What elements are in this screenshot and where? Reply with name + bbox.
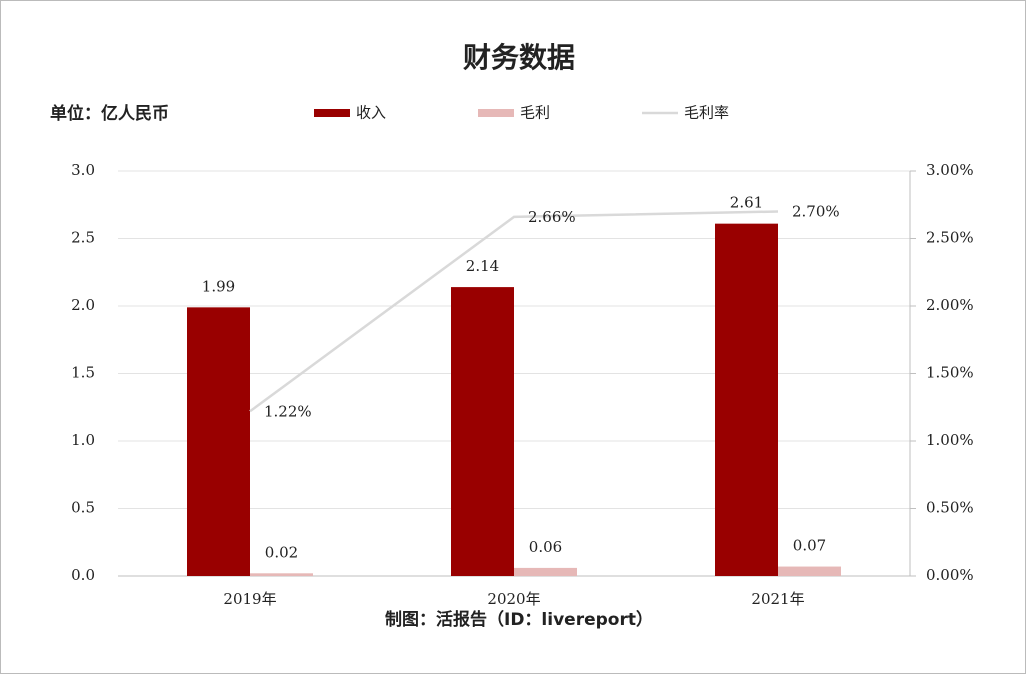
y2-tick-label: 1.00% [926,431,974,449]
x-tick-label: 2021年 [751,590,804,608]
value-label: 2.66% [528,208,576,226]
source-note: 制图：活报告（ID：livereport） [385,609,653,630]
value-label: 2.70% [792,203,840,221]
y2-tick-label: 3.00% [926,161,974,179]
x-tick-label: 2019年 [223,590,276,608]
legend-label: 收入 [356,104,386,122]
y-tick-label: 2.0 [71,296,95,314]
legend-swatch [478,109,514,117]
y-tick-label: 0.0 [71,566,95,584]
y-tick-label: 0.5 [71,499,95,517]
bar [451,287,514,576]
legend-label: 毛利率 [684,104,729,122]
value-label: 2.61 [730,194,763,212]
unit-label: 单位：亿人民币 [50,103,169,124]
y2-tick-label: 0.50% [926,499,974,517]
value-label: 0.07 [793,537,826,555]
y-tick-label: 1.5 [71,364,95,382]
value-label: 0.02 [265,543,298,561]
chart-title: 财务数据 [463,41,575,74]
y2-tick-label: 1.50% [926,364,974,382]
legend-label: 毛利 [520,104,550,122]
y2-tick-label: 0.00% [926,566,974,584]
bar [715,223,778,576]
y-tick-label: 3.0 [71,161,95,179]
value-label: 1.22% [264,402,312,420]
bar [778,566,841,576]
value-label: 0.06 [529,538,562,556]
y2-tick-label: 2.50% [926,229,974,247]
y-tick-label: 2.5 [71,229,95,247]
x-tick-label: 2020年 [487,590,540,608]
y-tick-label: 1.0 [71,431,95,449]
bar [514,567,577,576]
bar [250,573,313,576]
bar [187,307,250,576]
legend-swatch [314,109,350,117]
y2-tick-label: 2.00% [926,296,974,314]
value-label: 2.14 [466,257,499,275]
value-label: 1.99 [202,277,235,295]
line [249,210,779,413]
